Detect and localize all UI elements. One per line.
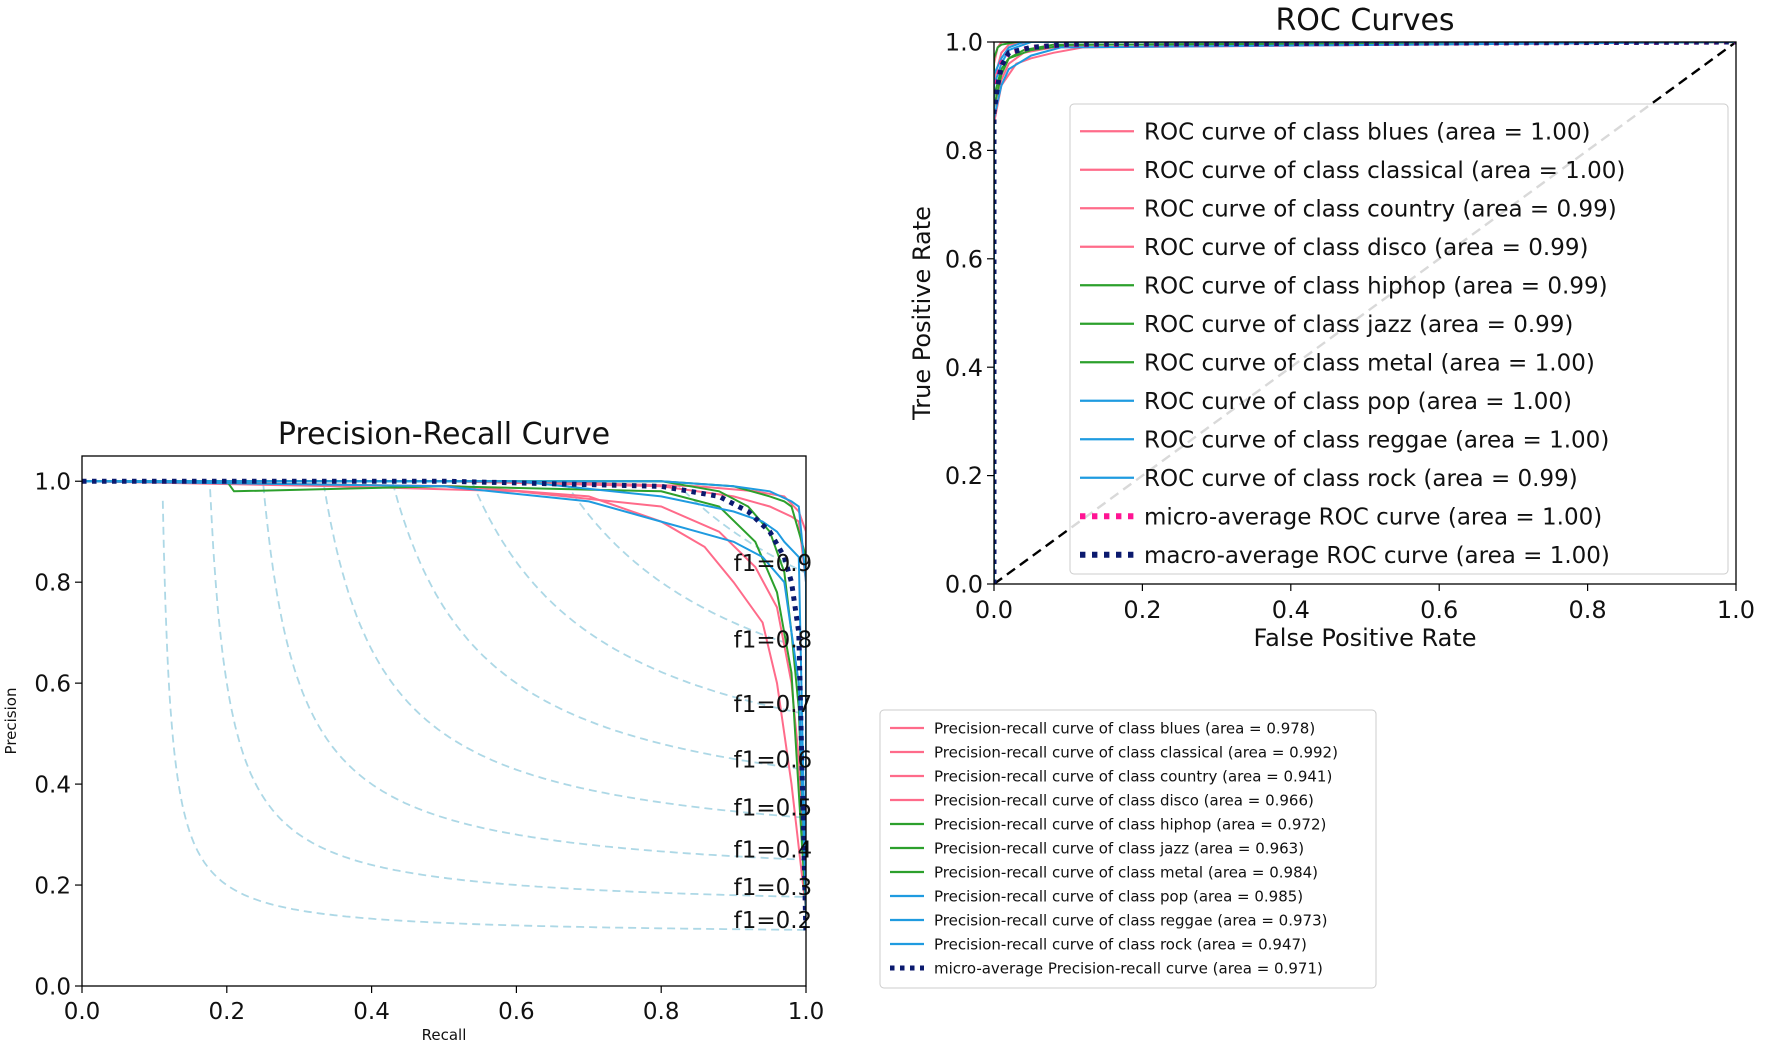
legend-label: Precision-recall curve of class pop (are… <box>934 887 1303 905</box>
iso-f1-curve <box>471 481 806 716</box>
series-line-10 <box>82 478 806 936</box>
y-tick-label: 0.0 <box>34 974 71 1000</box>
chart-title: ROC Curves <box>1275 3 1454 38</box>
x-axis-label: False Positive Rate <box>1253 624 1476 652</box>
legend-label: Precision-recall curve of class disco (a… <box>934 791 1314 809</box>
series-line-1 <box>994 42 1736 584</box>
series-line-4 <box>82 480 806 911</box>
iso-f1-curve <box>564 481 806 651</box>
legend-box <box>1069 103 1729 575</box>
legend-label: ROC curve of class rock (area = 0.99) <box>1144 466 1578 492</box>
x-axis-label: Recall <box>422 1026 467 1044</box>
legend-1: Precision-recall curve of class blues (a… <box>879 709 1377 989</box>
series-line-5 <box>82 480 806 911</box>
legend-label: ROC curve of class pop (area = 1.00) <box>1144 389 1572 415</box>
x-tick-label: 0.4 <box>353 999 390 1025</box>
y-tick-label: 0.6 <box>34 671 71 697</box>
iso-f1-label: f1=0.9 <box>734 551 813 577</box>
legend-label: Precision-recall curve of class metal (a… <box>934 863 1318 881</box>
chart-title: Precision-Recall Curve <box>278 417 610 452</box>
legend-label: ROC curve of class classical (area = 1.0… <box>1144 158 1625 184</box>
x-tick-label: 0.2 <box>209 999 246 1025</box>
legend-label: Precision-recall curve of class classica… <box>934 743 1338 761</box>
x-tick-label: 0.6 <box>498 999 535 1025</box>
y-tick-label: 0.6 <box>945 245 983 273</box>
legend-label: ROC curve of class blues (area = 1.00) <box>1144 120 1590 146</box>
legend-0: ROC curve of class blues (area = 1.00) RO… <box>1069 103 1729 575</box>
x-tick-label: 1.0 <box>1717 596 1755 624</box>
series-line-2 <box>82 480 806 911</box>
legend-label: ROC curve of class disco (area = 0.99) <box>1144 235 1588 261</box>
series-line-8 <box>82 480 806 911</box>
series-line-9 <box>82 480 806 911</box>
x-tick-label: 0.8 <box>1569 596 1607 624</box>
x-tick-label: 0.0 <box>64 999 101 1025</box>
legend-label: ROC curve of class jazz (area = 0.99) <box>1144 312 1573 338</box>
series-line-7 <box>82 480 806 926</box>
series-line-0 <box>994 42 1736 584</box>
iso-f1-label: f1=0.3 <box>734 875 813 901</box>
iso-f1-label: f1=0.5 <box>734 796 813 822</box>
x-tick-label: 0.8 <box>643 999 680 1025</box>
y-tick-label: 0.0 <box>945 571 983 599</box>
y-axis-label: True Positive Rate <box>908 206 936 421</box>
plot-area <box>82 478 806 936</box>
y-tick-label: 0.8 <box>34 570 71 596</box>
x-tick-label: 0.0 <box>975 596 1013 624</box>
axes-frame <box>81 455 807 987</box>
x-tick-label: 0.6 <box>1420 596 1458 624</box>
axes-frame <box>993 41 1737 585</box>
legend-label: micro-average Precision-recall curve (ar… <box>934 959 1323 977</box>
legend-label: Precision-recall curve of class country … <box>934 767 1332 785</box>
y-tick-label: 0.2 <box>945 462 983 490</box>
legend-label: ROC curve of class metal (area = 1.00) <box>1144 351 1595 377</box>
chart-1: f1=0.2 f1=0.3 f1=0.4 f1=0.5 f1=0.6 f1=0.7 f1=0… <box>2 417 1377 1044</box>
series-line-9 <box>994 42 1736 584</box>
series-line-8 <box>994 42 1736 584</box>
iso-f1-label: f1=0.7 <box>734 692 813 718</box>
y-tick-label: 0.2 <box>34 873 71 899</box>
iso-f1-label: f1=0.4 <box>734 838 813 864</box>
x-tick-label: 1.0 <box>788 999 825 1025</box>
iso-f1-curve <box>322 483 806 819</box>
y-tick-label: 1.0 <box>945 29 983 57</box>
legend-label: macro-average ROC curve (area = 1.00) <box>1144 543 1610 569</box>
y-tick-label: 1.0 <box>34 470 71 496</box>
legend-label: Precision-recall curve of class reggae (… <box>934 911 1327 929</box>
iso-f1-label: f1=0.6 <box>734 748 813 774</box>
iso-f1-curve <box>262 485 806 861</box>
series-line-7 <box>994 42 1736 584</box>
y-tick-label: 0.8 <box>945 137 983 165</box>
legend-label: ROC curve of class hiphop (area = 0.99) <box>1144 274 1608 300</box>
legend-box <box>879 709 1377 989</box>
y-axis-label: Precision <box>2 688 20 755</box>
legend-label: Precision-recall curve of class jazz (ar… <box>934 839 1304 857</box>
y-tick-label: 0.4 <box>945 354 983 382</box>
series-line-3 <box>82 480 806 911</box>
legend-label: ROC curve of class reggae (area = 1.00) <box>1144 428 1609 454</box>
series-line-6 <box>994 42 1736 584</box>
iso-f1-curve <box>161 500 806 931</box>
iso-f1-curve <box>209 489 806 898</box>
legend-label: ROC curve of class country (area = 0.99) <box>1144 197 1617 223</box>
legend-label: micro-average ROC curve (area = 1.00) <box>1144 505 1602 531</box>
x-tick-label: 0.4 <box>1272 596 1310 624</box>
x-tick-label: 0.2 <box>1123 596 1161 624</box>
legend-label: Precision-recall curve of class blues (a… <box>934 719 1315 737</box>
iso-f1-curve <box>674 480 806 574</box>
y-tick-label: 0.4 <box>34 772 71 798</box>
legend-label: Precision-recall curve of class hiphop (… <box>934 815 1326 833</box>
chart-0: 0.0 0.2 0.4 0.6 0.8 1.0 0.0 0.2 0.4 0.6 0.8 1.0 ROC … <box>908 3 1755 652</box>
legend-label: Precision-recall curve of class rock (ar… <box>934 935 1307 953</box>
iso-f1-label: f1=0.2 <box>734 908 813 934</box>
iso-f1-label: f1=0.8 <box>734 627 813 653</box>
